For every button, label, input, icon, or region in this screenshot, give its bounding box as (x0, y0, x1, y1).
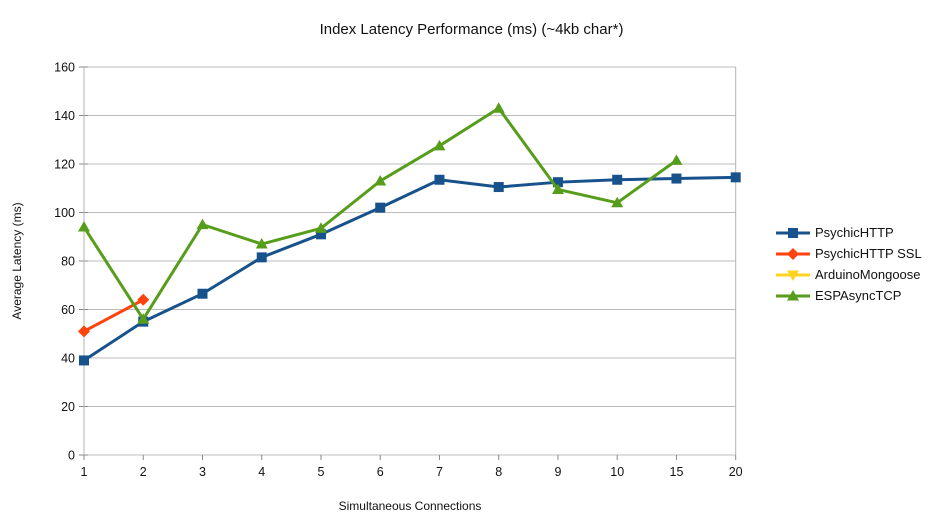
legend-label: ESPAsyncTCP (815, 288, 902, 303)
series-line-PsychicHTTP (83, 175, 736, 362)
x-axis-title: Simultaneous Connections (338, 499, 482, 513)
data-point-PsychicHTTP-marker (315, 229, 326, 240)
x-tick-label: 10 (610, 465, 624, 479)
x-tick-label: 20 (729, 465, 743, 479)
data-point-PsychicHTTP-marker (730, 172, 741, 183)
legend-item: ArduinoMongoose (776, 264, 922, 285)
x-tick-label: 3 (199, 465, 206, 479)
legend-marker-triangle-down-icon (776, 270, 810, 281)
data-point-PsychicHTTP-marker (375, 202, 386, 213)
data-point-ESPAsyncTCP-marker (611, 196, 624, 208)
data-point-PsychicHTTP-marker (671, 173, 682, 184)
data-point-PsychicHTTP-marker (434, 174, 445, 185)
x-tick-label: 8 (495, 465, 502, 479)
y-tick-label: 40 (61, 352, 75, 366)
y-tick-label: 100 (54, 206, 75, 220)
y-tick-label: 0 (68, 449, 75, 463)
legend-marker-triangle-up-icon (776, 289, 810, 300)
data-point-ESPAsyncTCP-marker (492, 102, 505, 113)
data-point-ESPAsyncTCP-marker (196, 218, 209, 230)
x-tick-label: 4 (258, 465, 265, 479)
data-point-PsychicHTTP-marker (612, 174, 623, 185)
legend-marker-square-icon (776, 227, 810, 238)
y-tick-label: 140 (54, 109, 75, 123)
data-point-PsychicHTTP-marker (256, 252, 267, 263)
data-point-PsychicHTTP SSL-marker (78, 325, 90, 338)
data-point-PsychicHTTP-marker (197, 288, 208, 299)
y-tick-label: 80 (61, 255, 75, 269)
legend-item: PsychicHTTP SSL (776, 243, 922, 264)
y-tick-label: 120 (54, 158, 75, 172)
x-tick-label: 5 (318, 465, 325, 479)
legend-marker-diamond-icon (776, 247, 810, 260)
x-tick-label: 9 (554, 465, 561, 479)
data-point-ESPAsyncTCP-marker (78, 221, 90, 232)
x-tick-label: 7 (436, 465, 443, 479)
data-point-ESPAsyncTCP-marker (433, 139, 446, 151)
data-point-ESPAsyncTCP-marker (374, 174, 387, 186)
data-point-ESPAsyncTCP-marker (255, 238, 268, 249)
legend-item: ESPAsyncTCP (776, 285, 922, 306)
data-point-PsychicHTTP-marker (493, 182, 504, 193)
data-point-PsychicHTTP SSL-marker (137, 293, 150, 306)
data-point-ESPAsyncTCP-marker (670, 154, 683, 165)
legend: PsychicHTTP PsychicHTTP SSL ArduinoMongoos… (776, 222, 922, 306)
legend-label: PsychicHTTP SSL (815, 246, 922, 261)
series-line-ESPAsyncTCP (82, 106, 678, 322)
x-tick-label: 2 (140, 465, 147, 479)
data-point-ESPAsyncTCP-marker (137, 313, 150, 324)
legend-label: PsychicHTTP (815, 225, 894, 240)
x-tick-label: 6 (377, 465, 384, 479)
data-point-ESPAsyncTCP-marker (551, 183, 564, 194)
data-point-PsychicHTTP-marker (552, 177, 563, 188)
chart-title: Index Latency Performance (ms) (~4kb cha… (319, 21, 624, 38)
y-tick-label: 60 (61, 303, 75, 317)
x-tick-label: 15 (670, 465, 684, 479)
legend-item: PsychicHTTP (776, 222, 922, 243)
legend-label: ArduinoMongoose (815, 267, 921, 282)
data-point-ESPAsyncTCP-marker (314, 222, 327, 233)
x-tick-label: 1 (81, 465, 88, 479)
y-tick-label: 20 (61, 400, 75, 414)
data-point-PsychicHTTP-marker (79, 355, 89, 366)
y-tick-label: 160 (54, 61, 75, 75)
